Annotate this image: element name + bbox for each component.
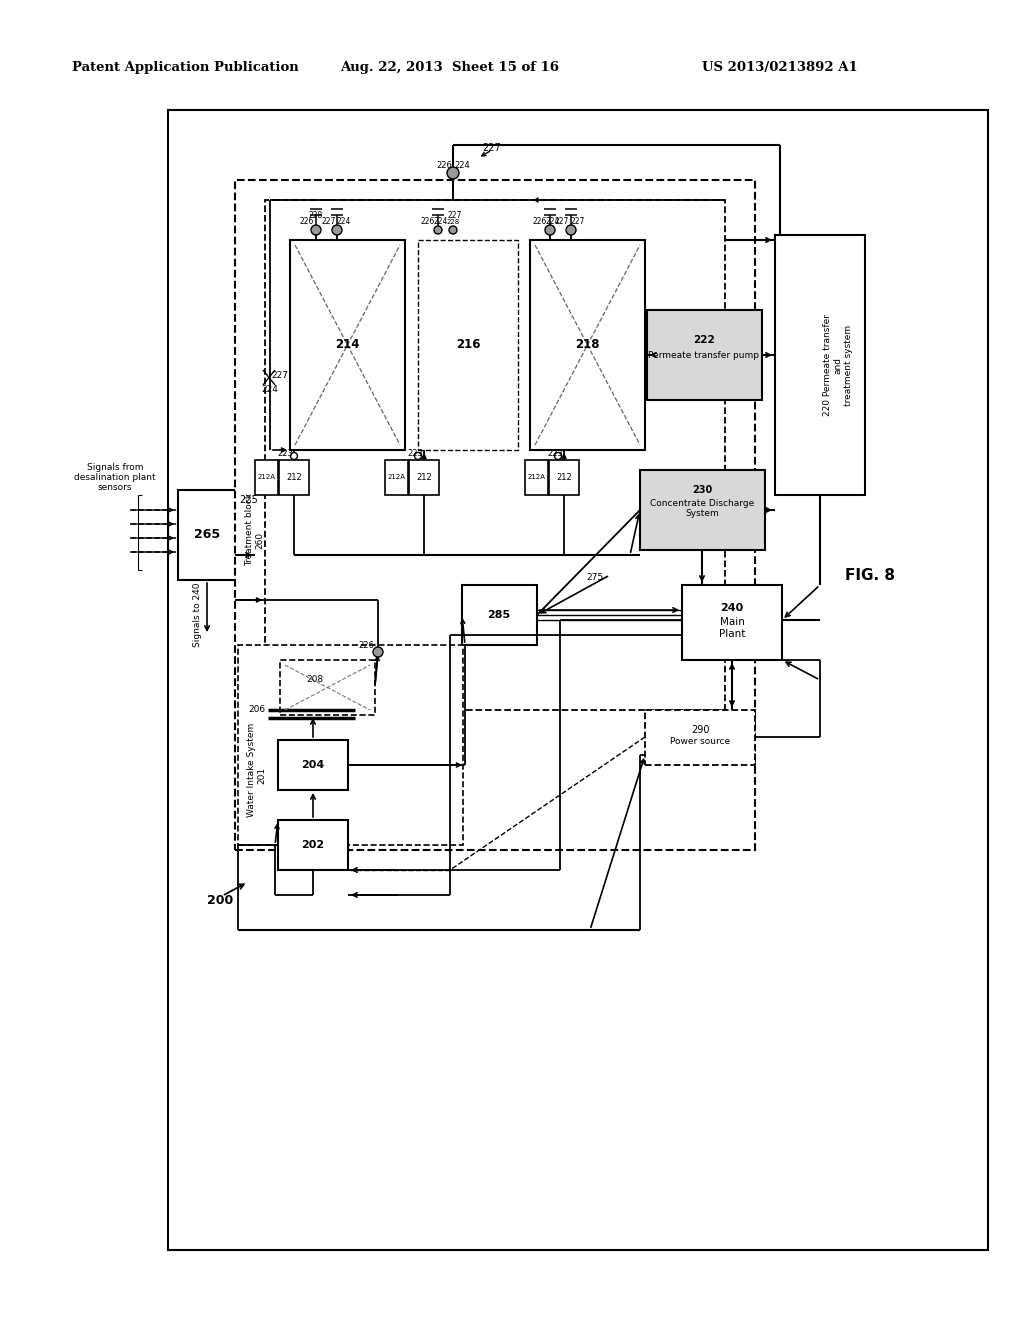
Bar: [168, 110, 988, 1250]
Text: 228: 228: [446, 219, 460, 224]
Bar: [278, 820, 348, 870]
Text: 260: 260: [256, 532, 264, 549]
Text: Power source: Power source: [670, 738, 730, 747]
Bar: [647, 310, 762, 400]
Text: 214: 214: [335, 338, 359, 351]
Bar: [178, 490, 236, 579]
Circle shape: [415, 453, 422, 459]
Bar: [645, 710, 755, 766]
Text: Patent Application Publication: Patent Application Publication: [72, 62, 298, 74]
Text: 216: 216: [456, 338, 480, 351]
Text: 224: 224: [454, 161, 470, 169]
Text: desalination plant: desalination plant: [74, 474, 156, 483]
Bar: [530, 240, 645, 450]
Text: Aug. 22, 2013  Sheet 15 of 16: Aug. 22, 2013 Sheet 15 of 16: [341, 62, 559, 74]
Circle shape: [311, 224, 321, 235]
Text: 223: 223: [408, 449, 423, 458]
Text: 202: 202: [301, 840, 325, 850]
Text: 227: 227: [570, 218, 585, 227]
Bar: [775, 235, 865, 495]
Text: 223: 223: [278, 449, 293, 458]
Text: Treatment block: Treatment block: [246, 494, 255, 566]
Text: 212: 212: [556, 473, 571, 482]
Text: 212: 212: [416, 473, 432, 482]
Text: 227: 227: [482, 143, 502, 153]
Text: 230: 230: [692, 484, 712, 495]
Bar: [290, 240, 406, 450]
Bar: [418, 240, 518, 450]
Text: 227: 227: [447, 211, 462, 220]
Text: 285: 285: [487, 610, 511, 620]
Text: 222: 222: [693, 335, 715, 345]
Text: 218: 218: [574, 338, 599, 351]
Circle shape: [545, 224, 555, 235]
Bar: [265, 201, 725, 710]
Text: Main: Main: [720, 616, 744, 627]
Text: 227: 227: [555, 218, 569, 227]
Text: 265: 265: [194, 528, 220, 541]
Bar: [278, 741, 348, 789]
Circle shape: [434, 226, 442, 234]
Circle shape: [566, 224, 575, 235]
Text: 226: 226: [300, 218, 314, 227]
Text: 204: 204: [301, 760, 325, 770]
Text: 228: 228: [309, 210, 324, 219]
Text: US 2013/0213892 A1: US 2013/0213892 A1: [702, 62, 858, 74]
Text: 226: 226: [532, 218, 547, 227]
Text: 225: 225: [240, 495, 258, 506]
Text: 226: 226: [421, 218, 435, 227]
Text: 212A: 212A: [258, 474, 276, 480]
Bar: [234, 180, 755, 850]
Bar: [238, 645, 463, 845]
Text: 206: 206: [249, 705, 265, 714]
Bar: [525, 459, 548, 495]
Bar: [462, 585, 537, 645]
Bar: [549, 459, 579, 495]
Text: 212A: 212A: [388, 474, 406, 480]
Text: 227: 227: [271, 371, 289, 380]
Text: 208: 208: [306, 676, 324, 685]
Bar: [409, 459, 439, 495]
Circle shape: [447, 168, 459, 180]
Bar: [682, 585, 782, 660]
Text: 212: 212: [286, 473, 302, 482]
Circle shape: [332, 224, 342, 235]
Text: 200: 200: [207, 894, 233, 907]
Text: 224: 224: [337, 218, 351, 227]
Bar: [279, 459, 309, 495]
Bar: [255, 459, 278, 495]
Bar: [280, 660, 375, 715]
Text: Water Intake System: Water Intake System: [248, 723, 256, 817]
Text: 201: 201: [257, 767, 266, 784]
Circle shape: [449, 226, 457, 234]
Text: 212A: 212A: [528, 474, 546, 480]
Text: 275: 275: [587, 573, 603, 582]
Text: Signals to 240: Signals to 240: [194, 582, 203, 647]
Text: 220 Permeate transfer
and
treatment system: 220 Permeate transfer and treatment syst…: [823, 314, 853, 416]
Text: Concentrate Discharge: Concentrate Discharge: [650, 499, 754, 507]
Text: Signals from: Signals from: [87, 463, 143, 473]
Circle shape: [555, 453, 561, 459]
Text: 226: 226: [436, 161, 452, 169]
Text: sensors: sensors: [97, 483, 132, 492]
Text: System: System: [685, 510, 719, 519]
Text: 224: 224: [546, 218, 560, 227]
Text: Plant: Plant: [719, 630, 745, 639]
Text: FIG. 8: FIG. 8: [845, 568, 895, 582]
Text: 226: 226: [358, 640, 374, 649]
Text: Permeate transfer pump: Permeate transfer pump: [648, 351, 760, 359]
Bar: [640, 470, 765, 550]
Text: 223: 223: [547, 449, 563, 458]
Bar: [385, 459, 408, 495]
Text: 290: 290: [691, 725, 710, 735]
Text: 227: 227: [322, 218, 336, 227]
Text: 240: 240: [720, 603, 743, 612]
Circle shape: [373, 647, 383, 657]
Text: 224: 224: [261, 385, 279, 395]
Circle shape: [291, 453, 298, 459]
Text: 224: 224: [434, 218, 449, 227]
